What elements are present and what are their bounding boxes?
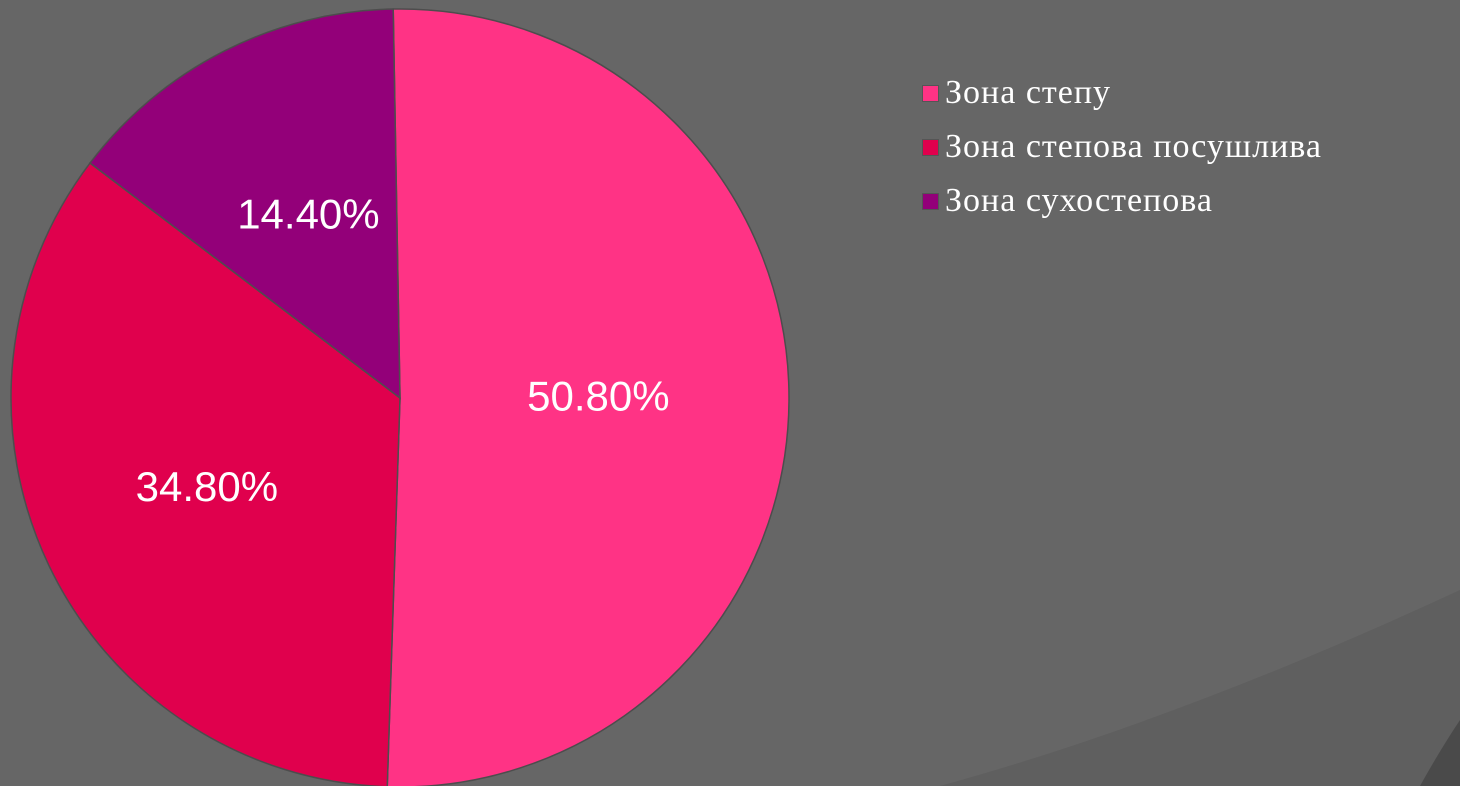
legend-item-3: Зона сухостепова	[922, 174, 1322, 228]
pie-slice-zona-sukhostepova	[88, 8, 401, 400]
legend-label-1: Зона степу	[945, 74, 1112, 111]
legend-swatch-3	[922, 192, 939, 210]
legend-label-3: Зона сухостепова	[945, 182, 1213, 219]
data-label-zona-stepova-posushlyva: 34.80%	[136, 463, 278, 510]
background-corner	[1420, 720, 1460, 786]
background-swoosh	[940, 590, 1460, 786]
data-label-zona-sukhostepova: 14.40%	[237, 191, 379, 238]
legend-item-1: Зона степу	[922, 66, 1322, 120]
pie-slice-zona-stepova-posushlyva	[10, 161, 401, 786]
legend-swatch-1	[922, 84, 939, 102]
legend-item-2: Зона степова посушлива	[922, 120, 1322, 174]
legend-label-2: Зона степова посушлива	[945, 128, 1322, 165]
legend: Зона степу Зона степова посушлива Зона с…	[922, 66, 1322, 228]
data-label-zona-stepu: 50.80%	[527, 373, 669, 420]
legend-swatch-2	[922, 138, 939, 156]
pie-slice-zona-stepu	[386, 8, 790, 786]
